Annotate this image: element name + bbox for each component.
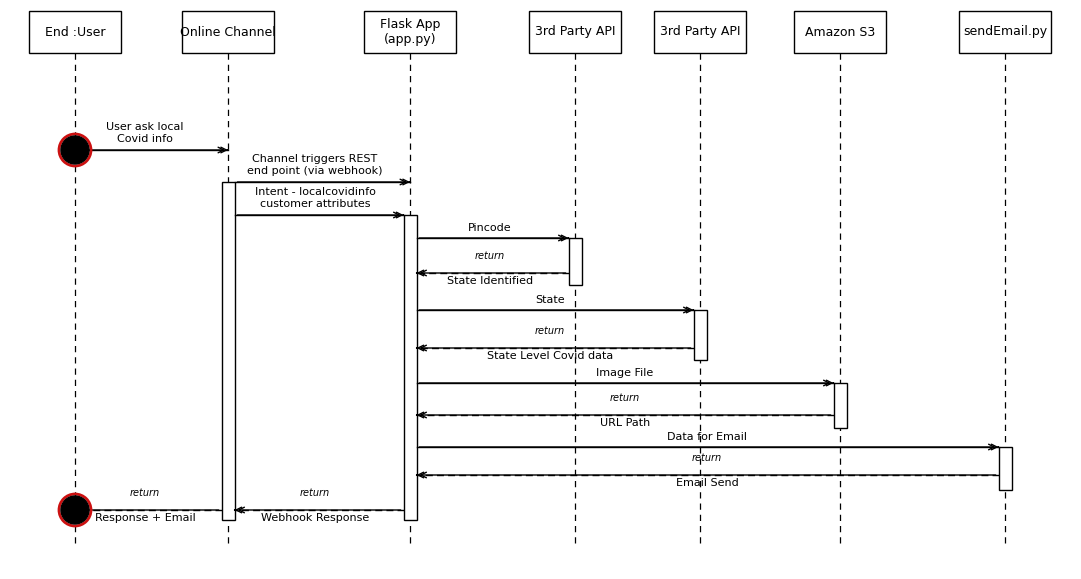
Text: URL Path: URL Path bbox=[600, 418, 650, 428]
Text: sendEmail.py: sendEmail.py bbox=[963, 25, 1047, 38]
Text: return: return bbox=[299, 488, 330, 498]
Text: Intent - localcovidinfo: Intent - localcovidinfo bbox=[254, 187, 375, 197]
Circle shape bbox=[61, 496, 89, 524]
Bar bbox=[999, 447, 1012, 490]
Text: Pincode: Pincode bbox=[468, 223, 511, 233]
Bar bbox=[403, 215, 416, 520]
Bar bbox=[182, 11, 273, 53]
Text: 3rd Party API: 3rd Party API bbox=[659, 25, 740, 38]
Text: return: return bbox=[475, 251, 505, 261]
Bar bbox=[222, 182, 235, 520]
Text: 3rd Party API: 3rd Party API bbox=[535, 25, 615, 38]
Text: State Level Covid data: State Level Covid data bbox=[486, 351, 613, 361]
Bar bbox=[364, 11, 456, 53]
Text: Channel triggers REST: Channel triggers REST bbox=[252, 154, 377, 164]
Bar bbox=[694, 310, 707, 360]
Text: Data for Email: Data for Email bbox=[667, 432, 747, 442]
Bar bbox=[569, 238, 582, 285]
Bar bbox=[529, 11, 620, 53]
Bar bbox=[654, 11, 746, 53]
Text: Online Channel: Online Channel bbox=[181, 25, 276, 38]
Text: State Identified: State Identified bbox=[446, 276, 533, 286]
Text: return: return bbox=[535, 326, 565, 336]
Text: Response + Email: Response + Email bbox=[95, 513, 196, 523]
Text: return: return bbox=[610, 393, 640, 403]
Text: User ask local: User ask local bbox=[106, 122, 184, 132]
Text: Email Send: Email Send bbox=[676, 478, 738, 488]
Text: end point (via webhook): end point (via webhook) bbox=[248, 166, 383, 176]
Bar bbox=[795, 11, 886, 53]
Text: Image File: Image File bbox=[597, 368, 654, 378]
Text: Amazon S3: Amazon S3 bbox=[805, 25, 876, 38]
Text: Flask App
(app.py): Flask App (app.py) bbox=[379, 18, 440, 46]
Text: return: return bbox=[692, 453, 722, 463]
Bar bbox=[959, 11, 1051, 53]
Text: Webhook Response: Webhook Response bbox=[261, 513, 369, 523]
Text: customer attributes: customer attributes bbox=[259, 199, 371, 209]
Text: State: State bbox=[535, 295, 564, 305]
Text: End :User: End :User bbox=[44, 25, 105, 38]
Text: Covid info: Covid info bbox=[117, 134, 173, 144]
Bar bbox=[833, 383, 846, 428]
Bar bbox=[29, 11, 121, 53]
Circle shape bbox=[61, 136, 89, 164]
Text: return: return bbox=[130, 488, 160, 498]
